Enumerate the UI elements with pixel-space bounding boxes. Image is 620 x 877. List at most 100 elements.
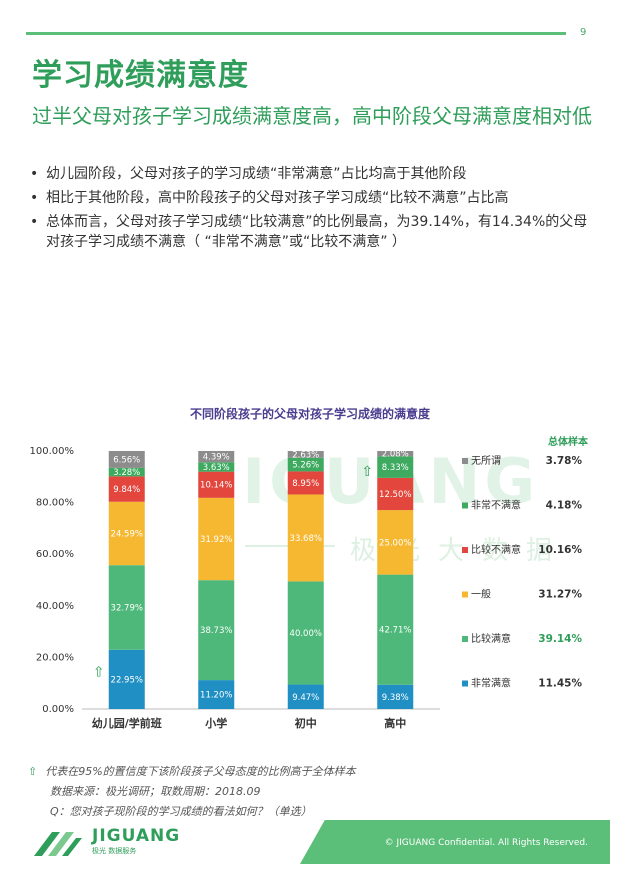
bar-segment <box>287 451 324 458</box>
legend-swatch <box>462 680 468 687</box>
x-tick-label: 初中 <box>295 716 317 730</box>
legend-label: 一般 <box>471 588 491 601</box>
bar-segment <box>287 684 324 709</box>
stacked-bar-chart: 0.00% 20.00% 40.00% 60.00% 80.00% 100.00% 22.9… <box>30 435 589 730</box>
x-tick-label: 幼儿园/学前班 <box>92 716 162 730</box>
legend-swatch <box>462 547 468 553</box>
bullet-text: 幼儿园阶段，父母对孩子的学习成绩“非常满意”占比均高于其他阶段 <box>46 166 467 182</box>
data-label: 2.08% <box>382 450 409 460</box>
up-arrow-icon: ⇧ <box>28 765 38 778</box>
bar-segment <box>287 471 324 495</box>
bar-segment <box>377 477 414 511</box>
footnotes: ⇧ 代表在95%的置信度下该阶段孩子父母态度的比例高于全体样本 数据来源：极光调研… <box>28 762 356 822</box>
legend-value: 4.18% <box>546 500 583 512</box>
bullet-dot: • <box>30 190 39 206</box>
data-label: 40.00% <box>290 629 322 639</box>
top-rule <box>26 32 566 35</box>
page-number: 9 <box>580 27 587 38</box>
bar-segment <box>377 510 414 575</box>
legend-value: 39.14% <box>538 633 582 645</box>
x-tick-label: 小学 <box>204 716 227 730</box>
data-label: 33.68% <box>290 534 322 544</box>
footnote-source: 数据来源：极光调研；取数周期：2018.09 <box>50 785 261 798</box>
bar-segment <box>287 494 324 582</box>
x-tick-label: 高中 <box>384 716 406 730</box>
data-label: 3.63% <box>203 463 230 473</box>
legend-label: 非常不满意 <box>471 499 521 512</box>
bullet-item: • 幼儿园阶段，父母对孩子的学习成绩“非常满意”占比均高于其他阶段 <box>30 164 600 184</box>
watermark-brand: JIGUANG <box>215 445 540 518</box>
logo-wordmark: JIGUANG <box>92 826 181 846</box>
legend-label: 比较满意 <box>471 632 511 645</box>
data-label: 5.26% <box>292 461 319 471</box>
jiguang-logo-icon <box>34 832 82 856</box>
page-title: 学习成绩满意度 <box>32 58 249 93</box>
legend-label: 无所谓 <box>471 455 501 467</box>
data-label: 2.63% <box>292 450 319 460</box>
footer-band <box>300 820 610 864</box>
data-label: 12.50% <box>379 490 411 500</box>
data-label: 24.59% <box>111 529 143 539</box>
bullet-list: • 幼儿园阶段，父母对孩子的学习成绩“非常满意”占比均高于其他阶段 • 相比于其他阶… <box>30 164 600 256</box>
bar-segment <box>198 462 235 472</box>
footnote-question: Q：您对孩子现阶段的学习成绩的看法如何？（单选） <box>50 805 312 818</box>
data-label: 4.39% <box>203 453 230 463</box>
legend-value: 10.16% <box>538 544 582 556</box>
bar-segment <box>108 476 145 502</box>
data-label: 42.71% <box>379 626 411 636</box>
significance-arrow-icon: ⇧ <box>93 664 105 680</box>
data-label: 6.56% <box>113 455 140 465</box>
legend-swatch <box>462 502 468 509</box>
data-label: 11.20% <box>200 691 232 701</box>
data-label: 8.95% <box>292 479 319 489</box>
bar-segment <box>377 684 414 709</box>
data-label: 9.84% <box>113 485 140 495</box>
data-label: 8.33% <box>382 463 409 473</box>
bar-segment <box>198 471 235 498</box>
bar-segment <box>198 580 235 681</box>
bullet-text: 总体而言，父母对孩子学习成绩“比较满意”的比例最高，为39.14%，有14.34… <box>46 214 588 250</box>
bullet-item: • 总体而言，父母对孩子学习成绩“比较满意”的比例最高，为39.14%，有14.3… <box>30 212 600 252</box>
bar-segment <box>108 501 145 566</box>
significance-text: 代表在95%的置信度下该阶段孩子父母态度的比例高于全体样本 <box>45 765 356 778</box>
bar-segment <box>287 581 324 685</box>
bar-segment <box>108 450 145 468</box>
legend-value: 3.78% <box>546 455 583 467</box>
legend-header: 总体样本 <box>548 435 589 448</box>
copyright-text: © JIGUANG Confidential. All Rights Reser… <box>384 838 588 848</box>
bullet-dot: • <box>30 166 39 182</box>
legend-label: 比较不满意 <box>471 543 521 556</box>
legend-value: 31.27% <box>538 589 582 601</box>
bar-segment <box>198 497 235 581</box>
data-label: 9.38% <box>382 693 409 703</box>
bar-segment <box>377 456 414 478</box>
logo-subtext: 极光 数据服务 <box>92 847 137 855</box>
bar-segment <box>198 450 235 463</box>
data-label: 22.95% <box>111 675 143 685</box>
y-tick-label: 20.00% <box>36 652 74 663</box>
data-label: 38.73% <box>200 626 232 636</box>
chart-title: 不同阶段孩子的父母对孩子学习成绩的满意度 <box>189 407 430 421</box>
data-label: 10.14% <box>200 481 232 491</box>
page-subtitle: 过半父母对孩子学习成绩满意度高，高中阶段父母满意度相对低 <box>32 104 592 128</box>
data-label: 31.92% <box>200 535 232 545</box>
y-tick-label: 60.00% <box>36 549 74 560</box>
legend-value: 11.45% <box>538 678 582 690</box>
data-label: 3.28% <box>113 468 140 478</box>
bar-segment <box>377 451 414 457</box>
legend-swatch <box>462 458 468 464</box>
bar-segment <box>287 457 324 472</box>
y-tick-label: 40.00% <box>36 601 74 612</box>
y-tick-label: 0.00% <box>42 704 74 715</box>
data-label: 25.00% <box>379 538 411 548</box>
legend-swatch <box>462 591 468 598</box>
bar-segment <box>108 649 145 709</box>
significance-arrow-icon: ⇧ <box>361 464 373 480</box>
bullet-text: 相比于其他阶段，高中阶段孩子的父母对孩子学习成绩“比较不满意”占比高 <box>46 190 509 206</box>
bar-segment <box>108 565 145 650</box>
y-tick-label: 80.00% <box>36 498 74 509</box>
bar-segment <box>198 680 235 709</box>
legend-swatch <box>462 636 468 642</box>
bar-segment <box>108 467 145 477</box>
data-label: 9.47% <box>292 693 319 703</box>
